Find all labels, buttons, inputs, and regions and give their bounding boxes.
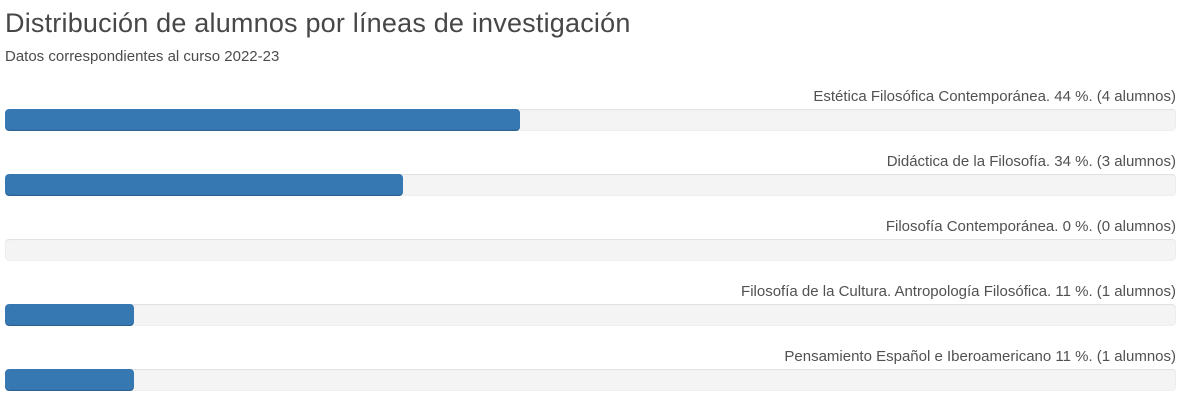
bar-label: Didáctica de la Filosofía. 34 %. (3 alum… bbox=[886, 153, 1176, 170]
bar-track bbox=[5, 174, 1176, 196]
chart-subtitle: Datos correspondientes al curso 2022-23 bbox=[5, 48, 280, 65]
bar-row: Didáctica de la Filosofía. 34 %. (3 alum… bbox=[5, 152, 1176, 196]
bar-row: Filosofía de la Cultura. Antropología Fi… bbox=[5, 282, 1176, 326]
bar-track bbox=[5, 239, 1176, 261]
bar-track bbox=[5, 369, 1176, 391]
bar-fill bbox=[5, 304, 134, 326]
bar-fill bbox=[5, 369, 134, 391]
bar-fill bbox=[5, 109, 521, 131]
bar-label: Pensamiento Español e Iberoamericano 11 … bbox=[784, 348, 1176, 365]
bar-row: Filosofía Contemporánea. 0 %. (0 alumnos… bbox=[5, 217, 1176, 261]
bar-label: Filosofía Contemporánea. 0 %. (0 alumnos… bbox=[885, 218, 1176, 235]
distribution-chart: Distribución de alumnos por líneas de in… bbox=[5, 6, 1176, 391]
bar-row: Estética Filosófica Contemporánea. 44 %.… bbox=[5, 87, 1176, 131]
bar-label: Filosofía de la Cultura. Antropología Fi… bbox=[741, 283, 1176, 300]
bar-rows: Estética Filosófica Contemporánea. 44 %.… bbox=[5, 87, 1176, 391]
bar-fill bbox=[5, 174, 404, 196]
bar-row: Pensamiento Español e Iberoamericano 11 … bbox=[5, 347, 1176, 391]
bar-track bbox=[5, 109, 1176, 131]
bar-track bbox=[5, 304, 1176, 326]
bar-label: Estética Filosófica Contemporánea. 44 %.… bbox=[813, 88, 1176, 105]
page-title: Distribución de alumnos por líneas de in… bbox=[5, 8, 631, 38]
